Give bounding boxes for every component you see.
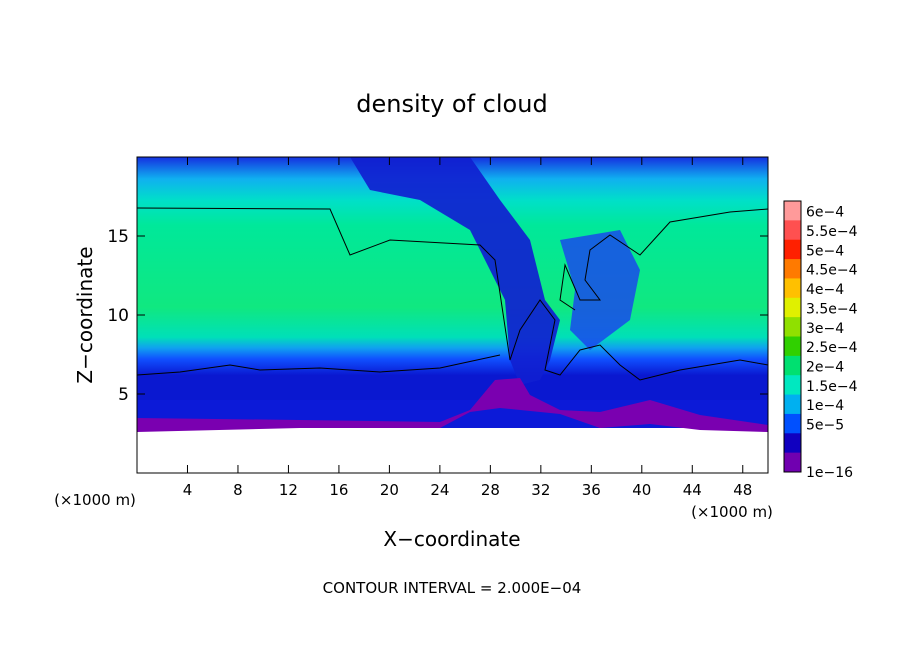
colorbar-label: 1.5e−4: [806, 379, 858, 395]
y-axis-title: Z−coordinate: [73, 246, 97, 383]
x-tick-label: 16: [329, 481, 348, 499]
dark-column-right: [560, 230, 640, 350]
colorbar-label: 3e−4: [806, 321, 844, 337]
colorbar-swatch: [784, 394, 801, 415]
colorbar-swatch: [784, 201, 801, 221]
colorbar-label: 5.5e−4: [806, 224, 858, 240]
y-tick-label: 5: [118, 385, 129, 405]
plot-area: [137, 157, 768, 473]
colorbar-label: 1e−16: [806, 465, 853, 481]
x-tick-label: 24: [430, 481, 449, 499]
x-tick-label: 20: [380, 481, 399, 499]
colorbar-frame: [783, 200, 802, 473]
dark-column: [350, 157, 560, 385]
x-axis-ticks: 4 8 12 16 20 24 28 32 36 40 44 48: [183, 157, 752, 499]
colorbar-label: 2e−4: [806, 360, 844, 376]
colorbar-label: 1e−4: [806, 398, 844, 414]
x-tick-label: 36: [582, 481, 601, 499]
y-axis-ticks: 5 10 15: [107, 227, 768, 405]
contour-interval-text: CONTOUR INTERVAL = 2.000E−04: [323, 579, 582, 597]
contour-line: [137, 207, 768, 381]
purple-base: [137, 378, 768, 432]
x-tick-label: 32: [531, 481, 550, 499]
y-tick-label: 15: [107, 227, 129, 247]
x-tick-label: 12: [279, 481, 298, 499]
colorbar-swatch: [784, 297, 801, 318]
colorbar-swatch: [784, 413, 801, 434]
chart-title: density of cloud: [356, 90, 547, 118]
colorbar-swatch: [784, 336, 801, 357]
x-unit-label-right: (×1000 m): [691, 503, 773, 521]
contour-line-right: [559, 208, 768, 311]
x-tick-label: 4: [183, 481, 193, 499]
x-tick-label: 28: [481, 481, 500, 499]
colorbar-label: 5e−4: [806, 243, 844, 259]
colorbar-label: 2.5e−4: [806, 340, 858, 356]
colorbar-label: 4.5e−4: [806, 263, 858, 279]
colorbar-label: 4e−4: [806, 282, 844, 298]
colorbar-label: 5e−5: [806, 418, 844, 434]
x-tick-label: 44: [683, 481, 702, 499]
colorbar-swatch: [784, 317, 801, 337]
colorbar-swatch: [784, 452, 801, 473]
colorbar: 6e−4 5.5e−4 5e−4 4.5e−4 4e−4 3.5e−4 3e−4 2.5e−4…: [783, 200, 858, 481]
x-axis-title: X−coordinate: [383, 527, 520, 551]
x-tick-label: 40: [632, 481, 651, 499]
colorbar-swatch: [784, 278, 801, 299]
colorbar-swatch: [784, 375, 801, 396]
colorbar-swatch: [784, 259, 801, 279]
colorbar-label: 6e−4: [806, 205, 844, 221]
y-tick-label: 10: [107, 306, 129, 326]
contour-line-lower: [137, 354, 501, 376]
x-tick-label: 8: [233, 481, 243, 499]
colorbar-swatch: [784, 220, 801, 241]
colorbar-swatch: [784, 433, 801, 454]
colorbar-swatch: [784, 355, 801, 376]
cloud-field: [137, 157, 768, 430]
x-tick-label: 48: [733, 481, 752, 499]
x-unit-label-left: (×1000 m): [54, 491, 136, 509]
colorbar-swatch: [784, 239, 801, 260]
colorbar-label: 3.5e−4: [806, 301, 858, 317]
